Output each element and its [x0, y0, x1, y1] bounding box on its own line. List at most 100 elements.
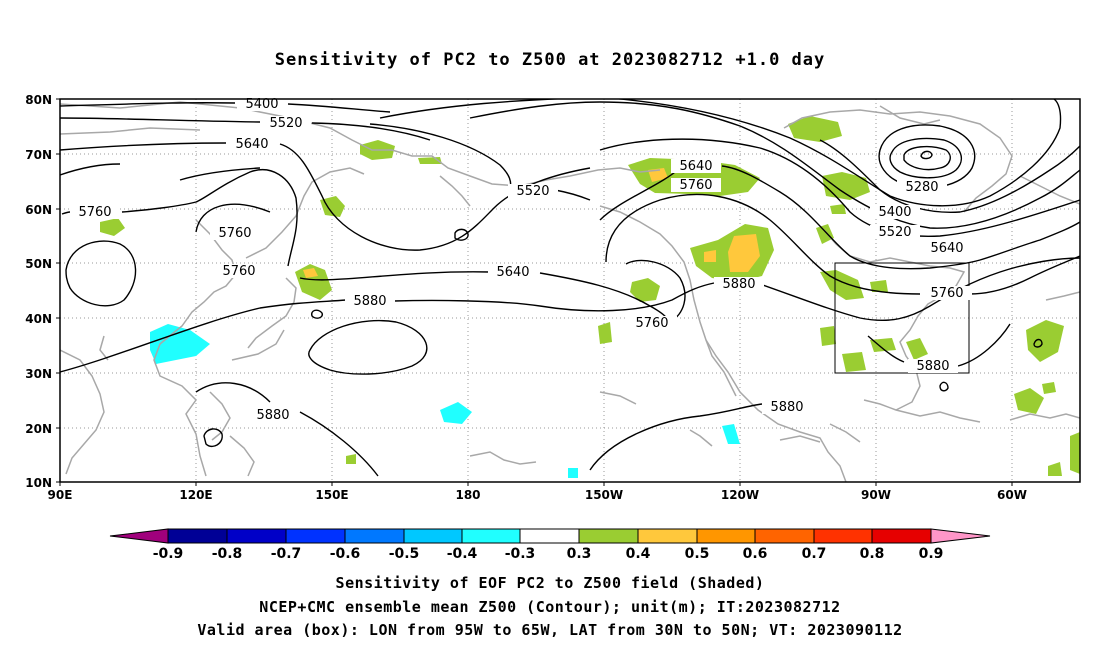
contour-5520-west — [60, 117, 431, 141]
lon-label: 150W — [585, 488, 623, 502]
contour-labels: 5400 5520 5640 5760 5760 5760 5880 5880 … — [70, 97, 972, 423]
contour-5160-ring — [889, 137, 963, 179]
colorbar-swatch — [754, 528, 815, 544]
shade-positive — [816, 224, 834, 244]
lon-label: 90W — [861, 488, 891, 502]
shade-yellow — [704, 250, 716, 262]
contour-label: 5280 — [905, 180, 938, 195]
shade-positive — [830, 204, 846, 214]
shade-negative — [150, 324, 210, 364]
colorbar-swatch — [285, 528, 346, 544]
contour-5520-east — [469, 101, 1080, 229]
lon-label: 120W — [721, 488, 759, 502]
lon-label: 120E — [179, 488, 212, 502]
contour-label: 5760 — [78, 205, 111, 220]
contour-label: 5640 — [930, 241, 963, 256]
colorbar-label: -0.8 — [212, 546, 243, 562]
axis-ticks — [56, 98, 1013, 486]
contour-label: 5400 — [878, 205, 911, 220]
lon-label: 60W — [997, 488, 1027, 502]
contour-5400-east — [379, 99, 1062, 207]
shade-positive — [1042, 382, 1056, 394]
contour-label: 5880 — [916, 359, 949, 374]
colorbar-arrow-right — [930, 528, 991, 544]
shade-positive — [346, 454, 356, 464]
contour-label: 5760 — [222, 264, 255, 279]
lat-label: 10N — [25, 476, 52, 490]
shade-yellow — [648, 168, 668, 182]
contour-5760-center — [605, 193, 1080, 295]
shade-yellow — [303, 268, 318, 278]
contour-label: 5760 — [635, 316, 668, 331]
colorbar-label: 0.3 — [567, 546, 592, 562]
shade-positive — [1026, 320, 1064, 362]
contour-4920-ring — [920, 150, 933, 160]
contour-label: 5640 — [496, 265, 529, 280]
contour-5880-east — [759, 257, 1080, 321]
contour-label: 5520 — [516, 184, 549, 199]
contour-5760-upper-right — [599, 138, 1080, 237]
colorbar-swatch — [637, 528, 698, 544]
contour-label: 5880 — [722, 277, 755, 292]
colorbar — [109, 528, 991, 544]
lon-label: 150E — [315, 488, 348, 502]
shade-positive — [822, 172, 870, 200]
contour-label: 5400 — [245, 97, 278, 112]
shade-positive — [1048, 462, 1062, 476]
contour-5400-west — [60, 102, 391, 113]
contour-5880-hole — [310, 309, 323, 319]
contour-5280-ring — [878, 124, 976, 189]
lat-label: 20N — [25, 422, 52, 436]
colorbar-swatch — [813, 528, 873, 544]
lat-label: 70N — [25, 148, 52, 162]
contour-5040-ring — [903, 145, 951, 171]
caption-line-2: NCEP+CMC ensemble mean Z500 (Contour); u… — [259, 598, 841, 616]
lat-label: 50N — [25, 257, 52, 271]
lat-label: 80N — [25, 93, 52, 107]
contour-label: 5640 — [679, 159, 712, 174]
colorbar-label: 0.8 — [860, 546, 885, 562]
contour-label: 5640 — [235, 137, 268, 152]
shade-negative — [568, 468, 578, 478]
colorbar-swatch — [696, 528, 756, 544]
shade-positive — [1070, 432, 1080, 474]
colorbar-label: 0.5 — [685, 546, 710, 562]
shade-positive — [842, 352, 866, 372]
contour-5880-small-ring — [203, 428, 223, 448]
latitude-labels: 80N 70N 60N 50N 40N 30N 20N 10N — [25, 93, 52, 490]
valid-area-box — [834, 262, 970, 374]
shade-positive — [820, 270, 864, 300]
shade-positive — [100, 218, 125, 236]
contour-ring-1 — [939, 381, 949, 392]
colorbar-swatch — [871, 528, 932, 544]
contour-5760-trough-ring — [625, 259, 686, 323]
contour-label: 5880 — [256, 408, 289, 423]
shade-positive — [870, 338, 896, 352]
sensitivity-shading — [100, 116, 1080, 478]
colorbar-swatch — [519, 528, 580, 544]
contour-5520-low-center — [454, 228, 469, 241]
map-frame — [59, 98, 1081, 483]
colorbar-label: -0.4 — [447, 546, 478, 562]
colorbar-swatch — [167, 528, 228, 544]
colorbar-label: 0.7 — [802, 546, 827, 562]
longitude-labels: 90E 120E 150E 180 150W 120W 90W 60W — [48, 488, 1027, 502]
colorbar-labels: -0.9 -0.8 -0.7 -0.6 -0.5 -0.4 -0.3 0.3 0… — [153, 546, 944, 562]
shade-positive — [1014, 388, 1044, 414]
colorbar-swatch — [344, 528, 405, 544]
caption-line-1: Sensitivity of EOF PC2 to Z500 field (Sh… — [335, 574, 765, 592]
shade-positive — [906, 338, 928, 360]
lon-label: 180 — [455, 488, 480, 502]
contour-5640-west-hook — [179, 167, 271, 233]
contour-label: 5760 — [930, 286, 963, 301]
colorbar-label: -0.9 — [153, 546, 184, 562]
colorbar-swatch — [226, 528, 287, 544]
shade-yellow — [728, 234, 760, 272]
colorbar-label: 0.9 — [919, 546, 944, 562]
shade-positive — [630, 278, 660, 302]
contour-5880-big-south — [195, 382, 763, 477]
contour-label: 5880 — [353, 294, 386, 309]
shade-positive — [598, 322, 612, 344]
contour-5520-northeast — [819, 139, 1080, 214]
